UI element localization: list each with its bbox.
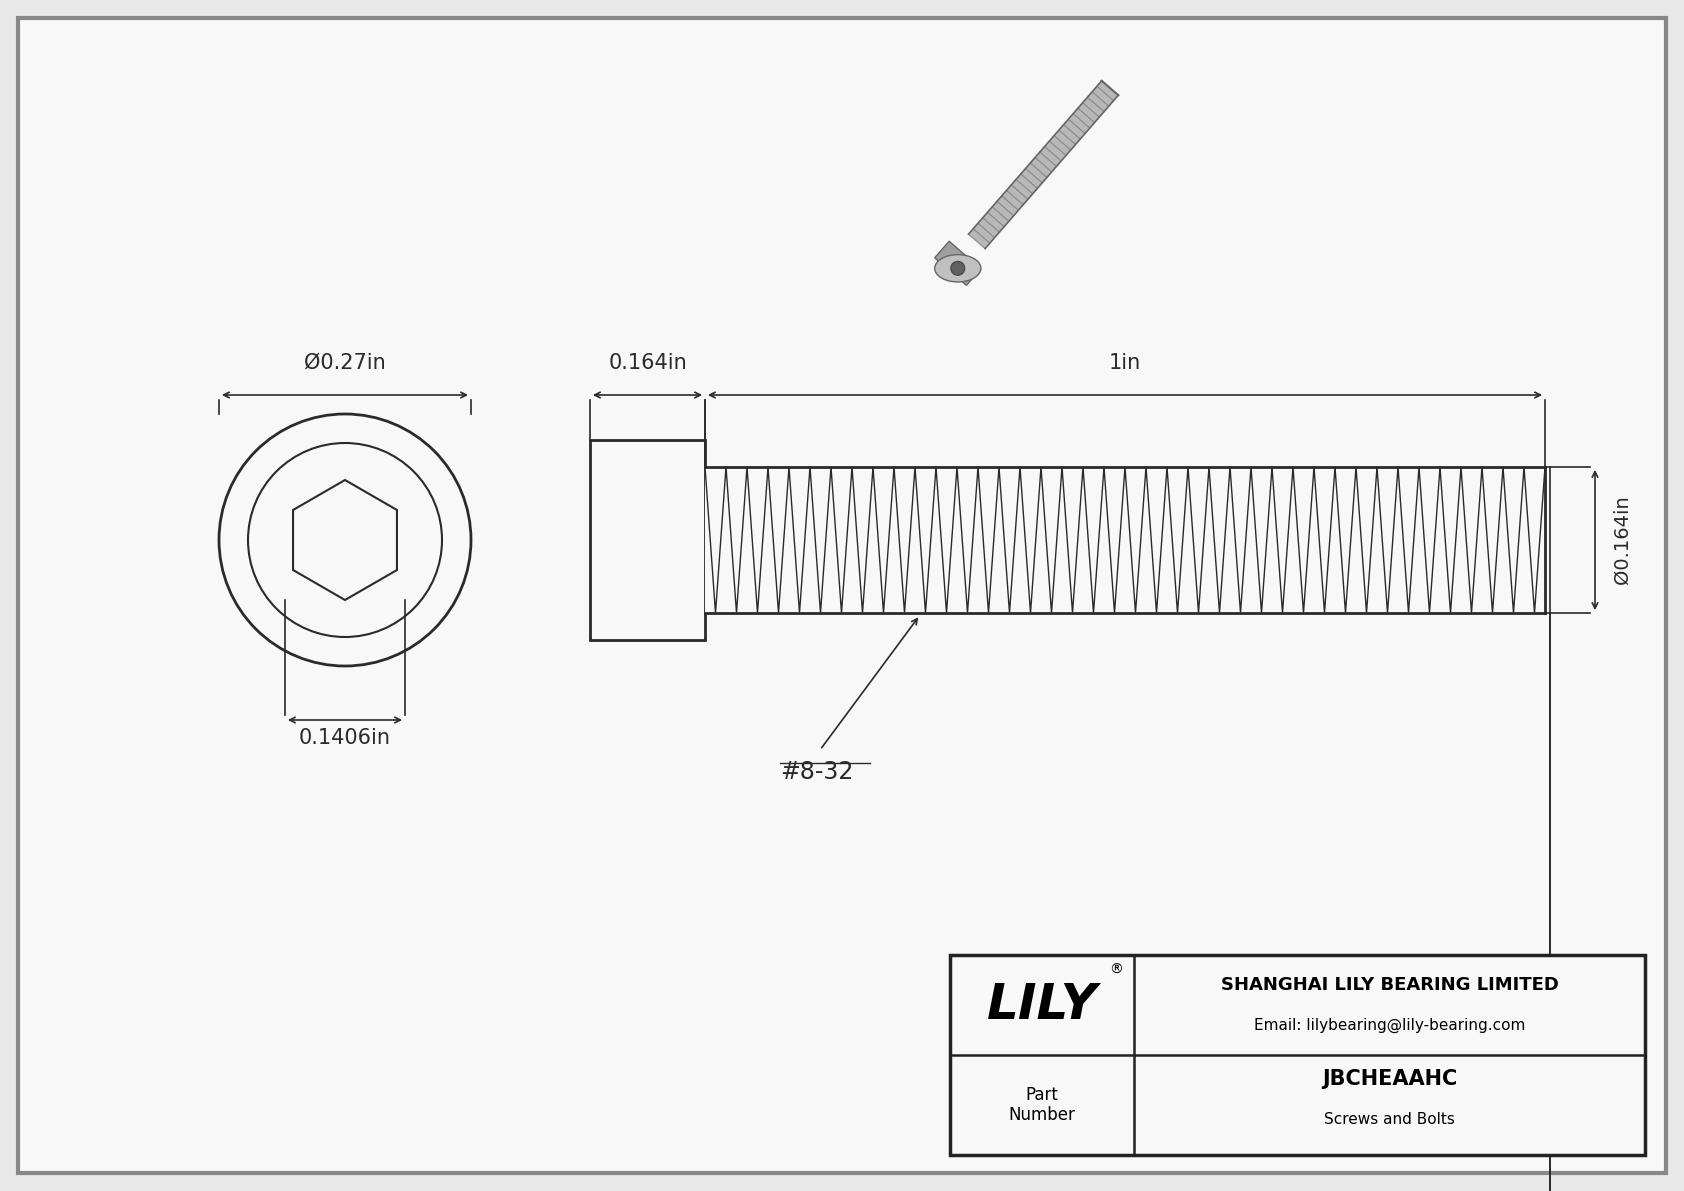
Polygon shape — [935, 242, 980, 286]
Text: ®: ® — [1110, 964, 1123, 977]
Text: 0.1406in: 0.1406in — [300, 728, 391, 748]
Circle shape — [248, 443, 441, 637]
Text: JBCHEAAHC: JBCHEAAHC — [1322, 1070, 1457, 1089]
Text: Part
Number: Part Number — [1009, 1086, 1076, 1124]
Bar — [950, 955, 1645, 1155]
Polygon shape — [293, 480, 397, 600]
Text: Ø0.27in: Ø0.27in — [305, 353, 386, 373]
Bar — [706, 467, 1544, 613]
Polygon shape — [968, 81, 1118, 249]
Bar — [589, 439, 706, 640]
Text: 0.164in: 0.164in — [608, 353, 687, 373]
Circle shape — [219, 414, 472, 666]
Text: SHANGHAI LILY BEARING LIMITED: SHANGHAI LILY BEARING LIMITED — [1221, 975, 1558, 994]
Text: 1in: 1in — [1108, 353, 1142, 373]
Text: Screws and Bolts: Screws and Bolts — [1324, 1111, 1455, 1127]
Text: Ø0.164in: Ø0.164in — [1613, 495, 1632, 585]
Circle shape — [951, 261, 965, 275]
Text: #8-32: #8-32 — [780, 760, 854, 784]
Text: Email: lilybearing@lily-bearing.com: Email: lilybearing@lily-bearing.com — [1255, 1017, 1526, 1033]
Ellipse shape — [935, 255, 980, 282]
Text: LILY: LILY — [987, 981, 1098, 1029]
